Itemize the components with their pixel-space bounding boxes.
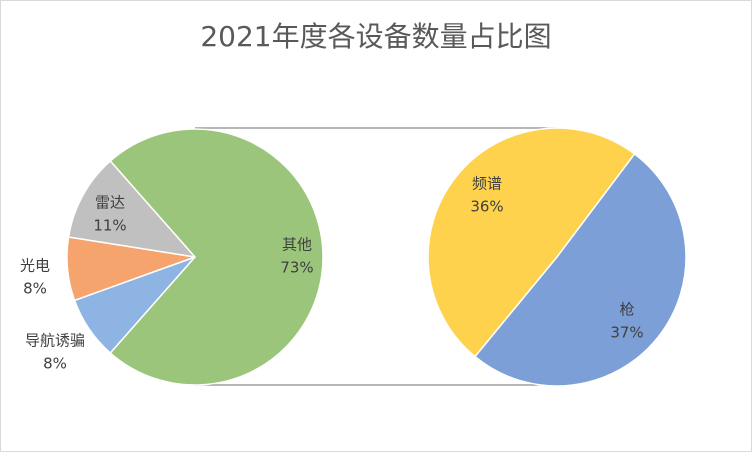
pie-slice [427,127,636,358]
slice-label: 光电 [20,257,50,275]
pie-slice [473,152,687,387]
slice-label: 其他 [282,236,312,254]
slice-value: 11% [93,217,126,235]
chart-title: 2021年度各设备数量占比图 [200,20,551,53]
slice-value: 37% [610,324,643,342]
pie-slice [109,128,324,386]
pie-slice [67,159,197,259]
slice-value: 8% [23,280,47,298]
slice-label: 枪 [619,301,634,319]
slice-label: 频谱 [472,175,502,193]
slice-label: 雷达 [95,194,125,212]
slice-value: 36% [470,198,503,216]
slice-value: 73% [280,259,313,277]
slice-value: 8% [43,355,67,373]
slice-label: 导航诱骗 [25,332,85,350]
